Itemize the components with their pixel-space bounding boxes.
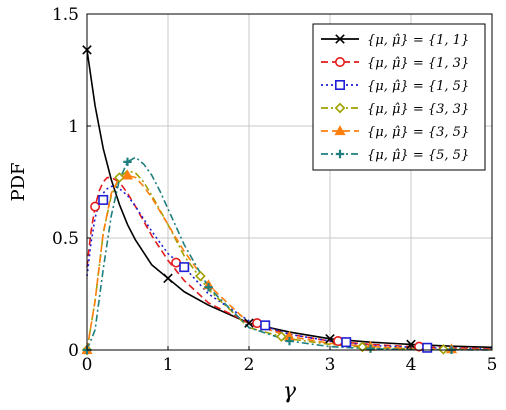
series-5-point (366, 344, 375, 353)
x-tick-label: 1 (163, 355, 174, 375)
legend-label: {μ, μ̂} = {1, 3} (367, 56, 469, 71)
series-1-point (90, 201, 101, 212)
series-1-point (252, 318, 263, 329)
y-tick-label: 0.5 (52, 229, 79, 249)
series-3-point (114, 172, 125, 183)
series-2-point (179, 262, 190, 273)
series-line-1 (86, 176, 493, 350)
series-0-point (406, 339, 416, 350)
x-tick-label: 0 (82, 355, 93, 375)
series-5-point (123, 157, 132, 167)
series-3-point (438, 343, 449, 355)
y-tick-label: 1 (68, 117, 79, 137)
series-2-point (98, 194, 109, 205)
y-axis: 0 0.5 1 1.5 (52, 5, 91, 361)
series-5-point (285, 336, 294, 346)
legend-label: {μ, μ̂} = {3, 3} (367, 102, 469, 117)
series-3-point (195, 270, 206, 282)
series-0-point (244, 318, 254, 328)
series-1-point (171, 257, 182, 268)
legend-marker (335, 34, 345, 44)
y-tick-label: 1.5 (52, 5, 79, 25)
legend: {μ, μ̂} = {1, 1} {μ, μ̂} = {1, 3} {μ, μ̂} … (312, 23, 486, 171)
legend-marker (335, 149, 345, 159)
series-line-5 (86, 156, 493, 351)
series-1-point (333, 336, 344, 347)
y-tick-label: 0 (68, 341, 79, 361)
x-axis: 0 1 2 3 4 5 (82, 346, 498, 375)
series-5-point (204, 283, 213, 292)
series-line-4 (86, 174, 493, 351)
legend-marker (334, 56, 345, 67)
legend-marker (334, 102, 346, 114)
x-axis-label: γ (283, 379, 297, 404)
legend-box (312, 23, 486, 171)
series-4-point (121, 169, 134, 180)
x-tick-label: 2 (244, 355, 255, 375)
x-tick-label: 4 (406, 355, 417, 375)
series-line-3 (86, 170, 493, 351)
series-2-point (341, 337, 352, 348)
series-2-point (260, 320, 271, 331)
y-axis-label: PDF (8, 162, 29, 201)
x-tick-label: 3 (325, 355, 336, 375)
legend-marker (334, 80, 345, 91)
series-line-2 (86, 185, 493, 350)
series-3-point (357, 341, 368, 353)
legend-marker (334, 125, 346, 136)
legend-label: {μ, μ̂} = {1, 5} (367, 79, 469, 94)
x-tick-label: 5 (487, 355, 498, 375)
series-0-point (163, 273, 173, 284)
series-3-point (276, 331, 287, 342)
legend-label: {μ, μ̂} = {5, 5} (367, 148, 469, 163)
series-line-0 (86, 49, 493, 349)
series-0-point (325, 334, 335, 344)
series-2-point (422, 342, 433, 353)
legend-label: {μ, μ̂} = {1, 1} (367, 33, 469, 48)
plot-frame (86, 13, 493, 351)
legend-label: {μ, μ̂} = {3, 5} (367, 125, 469, 140)
